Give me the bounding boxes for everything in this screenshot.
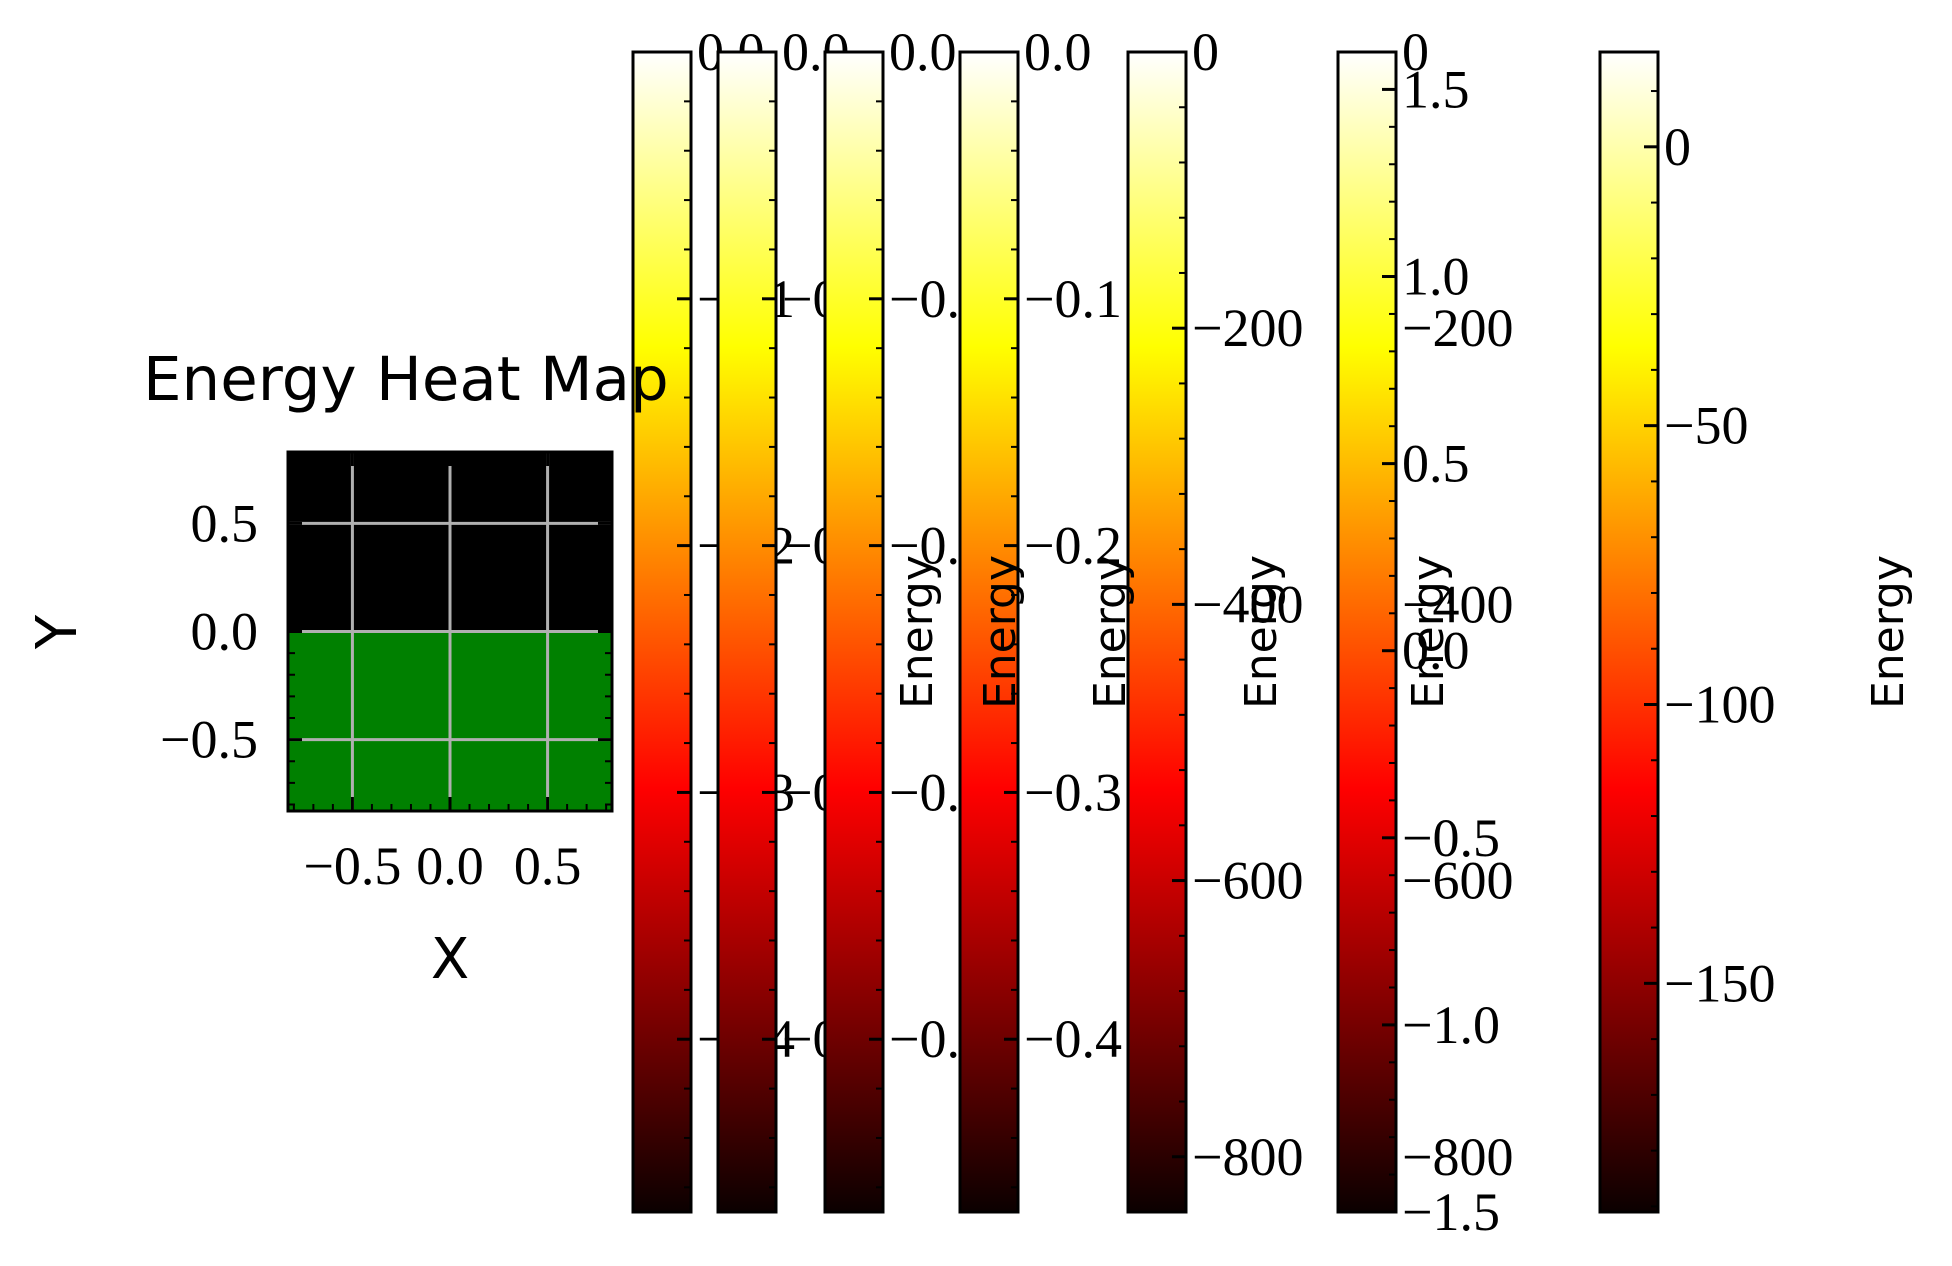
- chart-title: Energy Heat Map: [143, 344, 669, 415]
- colorbar-tick-label: −0.4: [1024, 1009, 1122, 1069]
- y-axis-label: Y: [25, 614, 90, 650]
- colorbar-tick-label: −200: [1192, 298, 1303, 358]
- colorbar-tick-label: −1.5: [1402, 1182, 1500, 1242]
- colorbar-label: Energy: [1863, 555, 1914, 709]
- heatmap-grid: [288, 452, 612, 811]
- colorbar-4: 0.0 −0.1 −0.2 −0.3 −0.4 Energy: [958, 22, 1122, 1214]
- colorbar-tick-label: −200: [1402, 298, 1513, 358]
- colorbar-gradient: [1126, 50, 1188, 1214]
- colorbar-label: Energy: [1236, 555, 1287, 709]
- colorbar-tick-label: −400: [1402, 574, 1513, 634]
- colorbar-gradient: [716, 50, 778, 1214]
- colorbar-tick-label: −1.0: [1402, 995, 1500, 1055]
- colorbar-tick-label: 1.0: [1402, 247, 1470, 307]
- heatmap-ticks: −0.5 0.0 0.50.50.0−0.5: [160, 452, 612, 896]
- colorbar-label: Energy: [1403, 555, 1454, 709]
- x-axis-label: X: [431, 927, 469, 992]
- colorbars: 0.0−0.1−0.2−0.3−0.40.0−0.1−0.2−0.3−0.40.…: [631, 22, 1914, 1242]
- colorbar-tick-label: 1.5: [1402, 59, 1470, 119]
- colorbar-tick-label: −800: [1402, 1127, 1513, 1187]
- colorbar-tick-label: −600: [1192, 851, 1303, 911]
- colorbar-tick-label: −150: [1664, 953, 1775, 1013]
- colorbar-gradient: [958, 50, 1020, 1214]
- colorbar-tick-label: −50: [1664, 396, 1748, 456]
- colorbar-tick-label: −0.5: [1402, 808, 1500, 868]
- colorbar-label: Energy: [975, 555, 1026, 709]
- x-tick-label: 0.5: [514, 836, 582, 896]
- colorbar-tick-label: −0.2: [1024, 516, 1122, 576]
- colorbar-gradient: [1336, 50, 1398, 1214]
- colorbar-tick-label: 0.0: [1402, 621, 1470, 681]
- colorbar-tick-label: −100: [1664, 675, 1775, 735]
- colorbar-5: 0 −200 −400 −600 −800 Energy: [1085, 22, 1303, 1214]
- colorbar-gradient: [1598, 50, 1660, 1214]
- colorbar-label: Energy: [1085, 555, 1136, 709]
- colorbar-tick-label: 0: [1402, 22, 1429, 82]
- y-tick-label: −0.5: [160, 710, 258, 770]
- colorbar-7: 1.5 1.0 0.5 0.0 −0.5 −1.0 −1.5 Energy: [1336, 50, 1500, 1242]
- colorbar-gradient: [631, 50, 693, 1214]
- y-tick-label: 0.0: [191, 602, 259, 662]
- colorbar-tick-label: −800: [1192, 1127, 1303, 1187]
- colorbar-tick-label: −600: [1402, 851, 1513, 911]
- y-tick-label: 0.5: [191, 493, 259, 553]
- heatmap-panel: −0.5 0.0 0.50.50.0−0.5: [160, 450, 614, 896]
- colorbar-8: 0 −50 −100 −150 Energy: [1598, 50, 1914, 1214]
- colorbar-tick-label: 0.0: [889, 22, 957, 82]
- colorbar-tick-label: 0: [1664, 117, 1691, 177]
- colorbar-tick-label: 0: [1192, 22, 1219, 82]
- colorbar-tick-label: −0.1: [1024, 269, 1122, 329]
- x-tick-label: −0.5: [303, 836, 401, 896]
- colorbar-tick-label: 0.0: [1024, 22, 1092, 82]
- colorbar-label: Energy: [892, 555, 943, 709]
- x-tick-label: 0.0: [416, 836, 484, 896]
- colorbar-tick-label: −0.3: [1024, 762, 1122, 822]
- colorbar-tick-label: −400: [1192, 574, 1303, 634]
- colorbar-tick-label: 0.5: [1402, 434, 1470, 494]
- colorbar-gradient: [823, 50, 885, 1214]
